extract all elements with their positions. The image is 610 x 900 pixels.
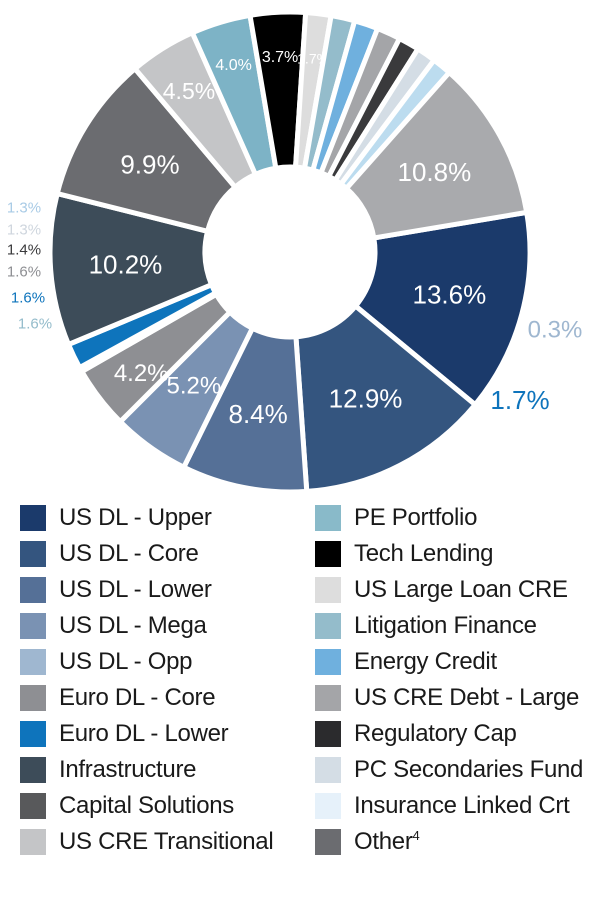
legend-item-litigation-finance: Litigation Finance <box>315 608 583 644</box>
legend-item-us-large-loan-cre: US Large Loan CRE <box>315 572 583 608</box>
legend-swatch <box>315 757 341 783</box>
legend-item-us-cre-transitional: US CRE Transitional <box>20 824 274 860</box>
data-label-euro-dl-core: 4.2% <box>114 360 169 387</box>
legend-item-us-dl-core: US DL - Core <box>20 536 273 572</box>
legend-label: Infrastructure <box>59 756 197 783</box>
legend-item-us-cre-debt-large: US CRE Debt - Large <box>315 680 583 716</box>
data-label-energy-credit: 1.6% <box>11 290 45 307</box>
legend-item-tech-lending: Tech Lending <box>315 536 583 572</box>
legend-label: Euro DL - Lower <box>59 720 229 747</box>
legend-label: US DL - Upper <box>59 504 212 531</box>
data-label-us-dl-upper: 13.6% <box>413 280 487 310</box>
legend-label: Regulatory Cap <box>354 720 517 747</box>
legend-label: US DL - Opp <box>59 648 193 675</box>
legend-swatch <box>315 577 341 603</box>
legend-column-right: PE Portfolio Tech Lending US Large Loan CR… <box>315 500 583 860</box>
legend-swatch <box>315 685 341 711</box>
legend-item-capital-solutions: Capital Solutions <box>20 788 273 824</box>
legend-swatch <box>315 829 341 855</box>
legend-label: Capital Solutions <box>59 792 235 819</box>
legend-item-us-dl-upper: US DL - Upper <box>20 500 273 536</box>
legend-swatch <box>20 721 46 747</box>
slice-us-dl-upper <box>352 209 533 409</box>
data-label-us-dl-mega: 5.2% <box>167 373 222 400</box>
legend-label: US Large Loan CRE <box>354 576 568 603</box>
data-label-us-dl-lower: 8.4% <box>229 399 288 429</box>
data-label-us-dl-core: 12.9% <box>329 384 403 414</box>
legend-item-other: Other4 <box>315 824 583 860</box>
data-label-euro-dl-lower: 1.7% <box>490 385 549 415</box>
legend-swatch <box>315 613 341 639</box>
legend-item-infrastructure: Infrastructure <box>20 752 273 788</box>
legend-item-us-dl-opp: US DL - Opp <box>20 644 273 680</box>
data-label-infrastructure: 10.2% <box>89 249 163 279</box>
legend-label: US DL - Lower <box>59 576 212 603</box>
legend-label: Other4 <box>354 828 420 855</box>
slice-other <box>54 65 239 235</box>
legend-swatch <box>20 505 46 531</box>
footnote-marker: 4 <box>412 828 420 843</box>
legend-swatch <box>20 613 46 639</box>
legend-swatch <box>315 541 341 567</box>
legend-item-us-dl-lower: US DL - Lower <box>20 572 273 608</box>
legend-swatch <box>20 829 46 855</box>
legend-item-insurance-linked-crt: Insurance Linked Crt <box>315 788 583 824</box>
data-label-us-dl-opp: 0.3% <box>528 317 583 344</box>
legend-label: US DL - Mega <box>59 612 207 639</box>
legend-label: US DL - Core <box>59 540 199 567</box>
legend-label: US CRE Debt - Large <box>354 684 580 711</box>
data-label-pe-portfolio: 4.0% <box>215 57 251 74</box>
legend-swatch <box>315 721 341 747</box>
legend-label: US CRE Transitional <box>59 828 274 855</box>
legend-label: Insurance Linked Crt <box>354 792 570 819</box>
legend-swatch <box>315 793 341 819</box>
data-label-capital-solutions: 10.8% <box>398 157 472 187</box>
legend-swatch <box>20 577 46 603</box>
legend-item-euro-dl-core: Euro DL - Core <box>20 680 273 716</box>
legend-swatch <box>20 757 46 783</box>
legend-swatch <box>20 541 46 567</box>
legend-label: Litigation Finance <box>354 612 537 639</box>
legend-swatch <box>20 793 46 819</box>
legend-item-euro-dl-lower: Euro DL - Lower <box>20 716 273 752</box>
legend-swatch <box>20 685 46 711</box>
legend-swatch <box>315 505 341 531</box>
legend-item-us-dl-mega: US DL - Mega <box>20 608 273 644</box>
data-label-us-cre-transitional: 4.5% <box>163 78 215 104</box>
legend-item-pe-portfolio: PE Portfolio <box>315 500 583 536</box>
legend-item-pc-secondaries-fund: PC Secondaries Fund <box>315 752 583 788</box>
legend-item-energy-credit: Energy Credit <box>315 644 583 680</box>
slice-capital-solutions <box>342 68 530 241</box>
data-label-pc-secondaries-fund: 1.3% <box>7 222 41 239</box>
legend-label: Tech Lending <box>354 540 494 567</box>
slice-us-dl-core <box>293 302 479 495</box>
legend-swatch <box>20 649 46 675</box>
data-label-litigation-finance: 1.6% <box>18 316 52 333</box>
data-label-insurance-linked-crt: 1.3% <box>7 200 41 217</box>
data-label-tech-lending: 3.7% <box>262 49 298 66</box>
legend-label: PE Portfolio <box>354 504 478 531</box>
legend-label: Energy Credit <box>354 648 497 675</box>
legend-item-regulatory-cap: Regulatory Cap <box>315 716 583 752</box>
legend-column-left: US DL - Upper US DL - Core US DL - Lower US… <box>20 500 274 860</box>
data-label-other: 9.9% <box>120 150 179 180</box>
data-label-regulatory-cap: 1.4% <box>7 242 41 259</box>
donut-chart: 13.6% 12.9% 8.4% 5.2%4.2% 0.3% 1.7% 10.2% 9.9% 4… <box>6 12 583 495</box>
data-label-us-cre-debt-large: 1.6% <box>7 264 41 281</box>
legend-swatch <box>315 649 341 675</box>
legend-label: PC Secondaries Fund <box>354 756 584 783</box>
legend-label: Euro DL - Core <box>59 684 216 711</box>
